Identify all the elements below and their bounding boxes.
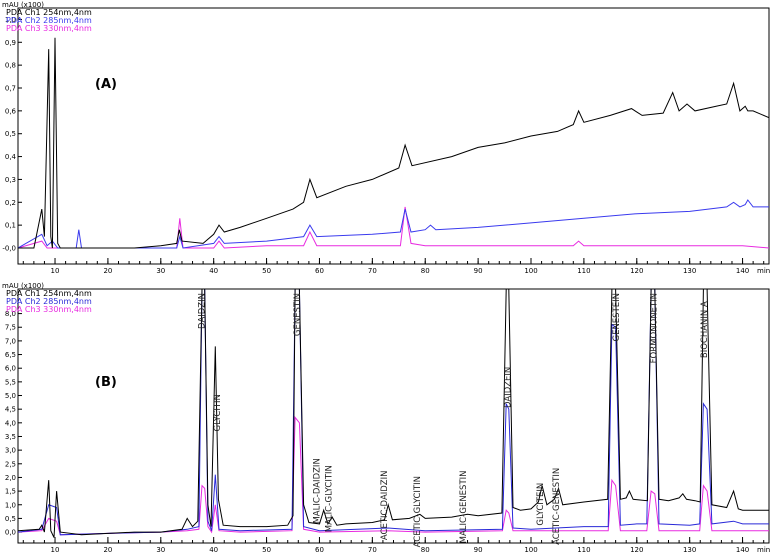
y-tick-label: 0,5 — [5, 515, 16, 523]
x-tick-label: 60 — [315, 267, 324, 275]
legend-entry: PDA Ch1 254nm,4nm — [6, 289, 92, 298]
y-tick-label: 3,0 — [5, 447, 16, 455]
chart-panel-a: -0,0 0,1 0,2 0,3 0,4 0,5 0,6 0,7 0,8 0,9 1,0 10 20 30… — [2, 1, 770, 275]
panel-label: (A) — [95, 77, 117, 92]
x-tick-label: 40 — [209, 267, 218, 275]
y-tick-label: 7,0 — [5, 337, 16, 345]
peak-label: ACETIC-GLYCITIN — [413, 476, 423, 547]
x-tick-label: 100 — [524, 267, 537, 275]
x-tick-label: 50 — [262, 546, 271, 554]
x-tick-label: 60 — [315, 546, 324, 554]
peak-label: GLYCITIN — [213, 394, 223, 431]
x-tick-label: 130 — [683, 546, 696, 554]
y-tick-label: 6,5 — [5, 351, 16, 359]
y-tick-label: 3,5 — [5, 433, 16, 441]
plot-frame — [17, 7, 770, 265]
y-tick-label: 2,5 — [5, 460, 16, 468]
x-tick-label: 30 — [156, 546, 165, 554]
y-tick-label: 0,1 — [5, 222, 16, 230]
y-tick-label: 0,0 — [5, 529, 16, 537]
x-tick-label: 20 — [103, 546, 112, 554]
y-tick-label: 5,5 — [5, 378, 16, 386]
peak-label: ACETIC-GENESTIN — [552, 468, 562, 545]
x-tick-label: 90 — [474, 267, 483, 275]
series-line-1 — [18, 289, 769, 538]
y-tick-label: 0,5 — [5, 130, 16, 138]
y-tick-label: 1,0 — [5, 16, 16, 24]
x-tick-label: 10 — [51, 546, 60, 554]
x-tick-label: 20 — [103, 267, 112, 275]
y-tick-label: 1,5 — [5, 488, 16, 496]
y-tick-label: -0,0 — [2, 245, 16, 253]
x-tick-label: 90 — [474, 546, 483, 554]
y-tick-label: 5,0 — [5, 392, 16, 400]
x-tick-label: 140 — [736, 267, 749, 275]
peak-label: MALIC-DAIDZIN — [313, 458, 323, 523]
series-line-2 — [18, 199, 769, 249]
panel-label: (B) — [95, 375, 117, 390]
x-tick-label: 30 — [156, 267, 165, 275]
peak-label: GENESTEIN — [612, 293, 622, 342]
y-tick-label: 0,8 — [5, 62, 16, 70]
x-tick-label: 120 — [630, 267, 643, 275]
peak-label: ACETIC-DAIDZIN — [380, 471, 390, 541]
legend-entry: PDA Ch2 285nm,4nm — [6, 16, 92, 25]
x-axis-label: min — [757, 546, 770, 554]
legend-entry: PDA Ch1 254nm,4nm — [6, 8, 92, 17]
peak-label: DAIDZEIN — [503, 367, 513, 408]
y-tick-label: 4,0 — [5, 419, 16, 427]
peak-label: GENESTIN — [293, 293, 303, 336]
peak-label: BIOCHANIN A — [700, 301, 710, 358]
x-tick-label: 120 — [630, 546, 643, 554]
x-tick-label: 40 — [209, 546, 218, 554]
y-tick-label: 6,0 — [5, 365, 16, 373]
y-tick-label: 8,0 — [5, 310, 16, 318]
peak-label: FORMONONETIN — [649, 293, 659, 363]
y-tick-label: 0,3 — [5, 176, 16, 184]
y-tick-label: 0,2 — [5, 199, 16, 207]
y-tick-label: 4,5 — [5, 406, 16, 414]
x-tick-label: 130 — [683, 267, 696, 275]
y-tick-label: 0,7 — [5, 85, 16, 93]
series-line-1 — [18, 37, 769, 249]
y-axis-label: mAU (x100) — [2, 282, 44, 290]
x-tick-label: 10 — [51, 267, 60, 275]
peak-label: MALIC-GLYCITIN — [325, 465, 335, 532]
peak-label: MALIC-GENESTIN — [459, 471, 469, 544]
x-tick-label: 80 — [421, 546, 430, 554]
peak-label: GLYCITEIN — [536, 483, 546, 526]
x-tick-label: 50 — [262, 267, 271, 275]
y-tick-label: 7,5 — [5, 324, 16, 332]
peak-label: DAIDZIN — [198, 293, 208, 329]
x-axis-label: min — [757, 267, 770, 275]
y-tick-label: 0,9 — [5, 39, 16, 47]
legend-entry: PDA Ch2 285nm,4nm — [6, 297, 92, 306]
y-tick-label: 0,4 — [5, 153, 17, 161]
legend-entry: PDA Ch3 330nm,4nm — [6, 305, 92, 314]
x-tick-label: 110 — [577, 546, 590, 554]
series-line-2 — [18, 289, 769, 536]
x-tick-label: 100 — [524, 546, 537, 554]
y-tick-label: 1,0 — [5, 501, 16, 509]
legend-entry: PDA Ch3 330nm,4nm — [6, 24, 92, 33]
x-tick-label: 140 — [736, 546, 749, 554]
x-tick-label: 110 — [577, 267, 590, 275]
chart-panel-b: 0,0 0,5 1,0 1,5 2,0 2,5 3,0 3,5 4,0 4,5 5,0 5,5 6,0 6… — [2, 282, 770, 554]
y-tick-label: 0,6 — [5, 107, 17, 115]
series-line-3 — [18, 416, 769, 536]
y-tick-label: 2,0 — [5, 474, 16, 482]
y-axis-label: mAU (x100) — [2, 1, 44, 9]
x-tick-label: 70 — [368, 546, 377, 554]
x-tick-label: 80 — [421, 267, 430, 275]
x-tick-label: 70 — [368, 267, 377, 275]
